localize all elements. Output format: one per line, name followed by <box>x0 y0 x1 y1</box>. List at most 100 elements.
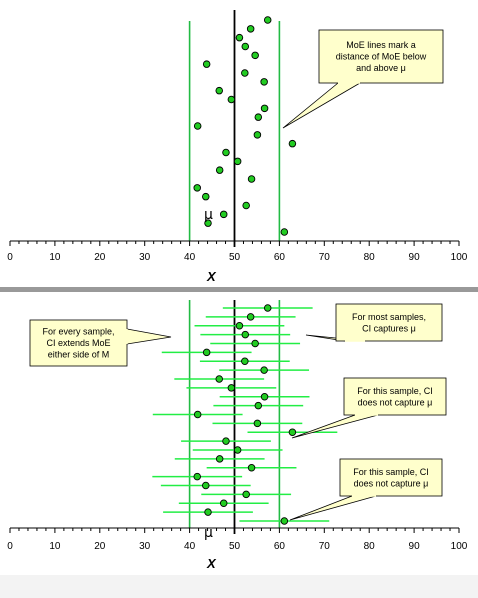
ci-mean-point <box>202 481 210 490</box>
confidence-interval <box>201 490 292 499</box>
x-axis-title-bottom: X <box>206 556 217 571</box>
ci-mean-point <box>204 508 212 516</box>
callout-text-line: For this sample, CI <box>357 386 433 396</box>
tick-label: 90 <box>409 252 421 263</box>
ci-mean-point <box>233 446 242 454</box>
tick-label: 50 <box>229 541 241 552</box>
ci-mean-point <box>260 366 268 374</box>
moe-lines <box>188 10 281 247</box>
ci-mean-point <box>193 472 201 481</box>
callout-box <box>339 458 443 497</box>
sample-mean-point <box>288 139 297 148</box>
confidence-interval <box>212 419 303 428</box>
callout-text-line: does not capture μ <box>354 478 429 488</box>
ci-mean-point <box>254 401 263 410</box>
sample-mean-point <box>263 16 272 24</box>
callout-text-line: CI extends MoE <box>46 338 110 348</box>
tick-label: 20 <box>94 541 106 552</box>
confidence-interval <box>205 313 296 321</box>
ci-mean-point <box>253 419 262 428</box>
tick-label: 10 <box>49 252 61 263</box>
confidence-interval <box>186 384 277 392</box>
top-callouts: MoE lines mark a distance of MoE belowand… <box>282 29 444 129</box>
tick-label: 100 <box>451 541 468 552</box>
tick-label: 0 <box>7 541 13 552</box>
confidence-interval <box>181 437 271 445</box>
tick-label: 80 <box>364 541 376 552</box>
sample-mean-point <box>260 104 269 113</box>
mu-label-top: μ <box>204 207 213 223</box>
sample-mean-point <box>219 210 228 219</box>
confidence-interval <box>163 508 253 516</box>
ci-mean-point <box>260 393 269 401</box>
sample-mean-point <box>241 69 249 77</box>
x-axis-top: 0 10 20 30 40 50 60 70 80 90 100 <box>7 240 468 263</box>
sample-mean-point <box>251 51 259 60</box>
ci-mean-point <box>242 490 250 499</box>
confidence-interval <box>152 410 243 419</box>
ci-mean-point <box>251 339 259 348</box>
ci-mean-point <box>263 304 272 312</box>
confidence-interval <box>206 464 297 472</box>
confidence-interval <box>199 357 290 366</box>
confidence-interval <box>178 499 269 508</box>
tick-label: 60 <box>274 252 286 263</box>
sample-mean-point <box>260 78 268 86</box>
ci-mean-point <box>246 313 255 321</box>
sample-mean-point <box>193 184 201 192</box>
bottom-callouts: For every sample,CI extends MoE either si… <box>29 303 447 521</box>
callout-box <box>318 29 444 84</box>
tick-label: 100 <box>451 252 468 263</box>
ci-mean-point <box>193 410 202 419</box>
ci-mean-point <box>219 499 228 508</box>
ci-mean-point <box>241 330 250 339</box>
ci-mean-point <box>247 464 256 472</box>
tick-label: 70 <box>319 252 331 263</box>
ci-mean-point <box>215 455 224 463</box>
sample-means <box>193 16 297 236</box>
sample-mean-point <box>215 166 224 174</box>
callout-text-line: For most samples, <box>352 312 426 322</box>
ci-mean-point <box>241 357 249 366</box>
confidence-interval <box>247 428 338 437</box>
tick-label: 20 <box>94 252 106 263</box>
confidence-interval <box>222 304 313 312</box>
callout-pointer <box>289 495 377 521</box>
tick-label: 30 <box>139 252 151 263</box>
callout-pointer <box>126 328 172 345</box>
sample-mean-point <box>204 219 212 227</box>
callout-text-line: does not capture μ <box>358 397 433 407</box>
sample-mean-point <box>247 175 256 183</box>
ci-mean-point <box>215 375 223 383</box>
ci-mean-point <box>280 517 289 525</box>
callout-text-line: MoE lines mark a <box>346 40 416 50</box>
sample-mean-point <box>241 42 250 51</box>
sample-mean-point <box>222 148 230 157</box>
confidence-interval <box>194 322 285 330</box>
sample-mean-point <box>193 122 202 130</box>
tick-label: 80 <box>364 252 376 263</box>
ci-mean-point <box>235 322 244 330</box>
callout-every-sample: For every sample,CI extends MoE either si… <box>29 319 172 367</box>
sample-mean-point <box>254 113 263 121</box>
confidence-interval <box>152 472 243 481</box>
tick-label: 40 <box>184 252 196 263</box>
x-axis-title-top: X <box>206 269 217 284</box>
ci-mean-point <box>222 437 230 445</box>
tick-label: 40 <box>184 541 196 552</box>
sample-mean-point <box>227 95 236 104</box>
tick-label: 90 <box>409 541 421 552</box>
tick-label: 50 <box>229 252 241 263</box>
tick-label: 0 <box>7 252 13 263</box>
confidence-interval <box>200 330 291 339</box>
callout-most-samples: For most samples,CI captures μ <box>305 303 443 342</box>
sample-mean-point <box>202 60 211 68</box>
callout-box <box>29 319 128 367</box>
callout-text-line: and above μ <box>356 63 406 73</box>
callout-pointer <box>291 414 379 439</box>
confidence-interval <box>239 517 330 525</box>
x-axis-bottom: 0 10 20 30 40 50 60 70 80 90 100 <box>7 527 468 552</box>
